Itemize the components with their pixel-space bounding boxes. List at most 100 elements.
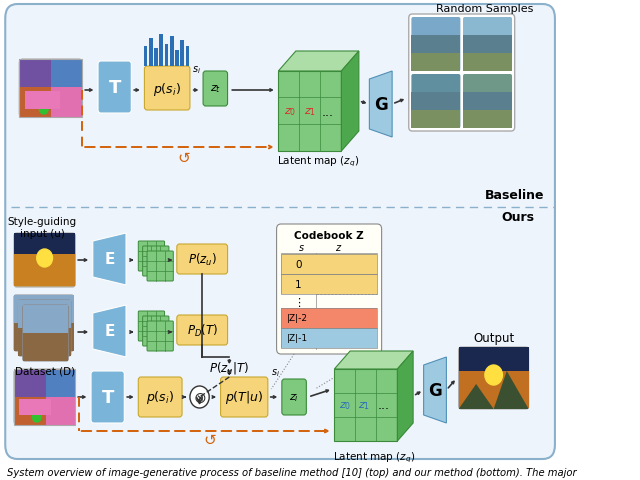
Text: $P(z_u|T)$: $P(z_u|T)$ xyxy=(209,359,250,375)
FancyBboxPatch shape xyxy=(23,305,68,361)
Bar xyxy=(14,397,45,425)
Bar xyxy=(180,41,184,67)
Text: z: z xyxy=(335,242,340,252)
FancyBboxPatch shape xyxy=(412,75,460,129)
Text: ↺: ↺ xyxy=(204,432,216,446)
Bar xyxy=(154,49,158,67)
Text: ...: ... xyxy=(321,105,333,118)
Bar xyxy=(23,333,68,361)
Polygon shape xyxy=(93,233,126,286)
Text: $p(s_i)$: $p(s_i)$ xyxy=(146,389,174,406)
Bar xyxy=(19,88,51,118)
Text: $z_1$: $z_1$ xyxy=(304,106,316,118)
FancyBboxPatch shape xyxy=(138,377,182,417)
Bar xyxy=(281,275,377,294)
FancyBboxPatch shape xyxy=(177,244,228,275)
Text: $P_D(T)$: $P_D(T)$ xyxy=(187,322,218,338)
FancyBboxPatch shape xyxy=(98,62,131,114)
Text: s: s xyxy=(298,242,303,252)
Polygon shape xyxy=(93,305,126,357)
Bar xyxy=(459,371,529,408)
Bar xyxy=(14,254,76,287)
Circle shape xyxy=(40,105,48,115)
Text: T: T xyxy=(108,79,121,97)
Bar xyxy=(463,36,512,54)
FancyBboxPatch shape xyxy=(221,377,268,417)
Bar xyxy=(45,369,76,397)
Bar xyxy=(281,308,377,328)
Text: 1: 1 xyxy=(295,279,302,289)
Bar xyxy=(170,37,173,67)
Bar xyxy=(19,60,51,88)
Bar xyxy=(281,328,377,348)
Text: |Z|-1: |Z|-1 xyxy=(287,334,308,343)
Text: Dataset (D): Dataset (D) xyxy=(15,366,76,376)
FancyBboxPatch shape xyxy=(14,233,76,288)
Polygon shape xyxy=(278,52,359,72)
Bar xyxy=(19,300,71,328)
Bar xyxy=(281,254,377,275)
Polygon shape xyxy=(459,371,529,409)
FancyBboxPatch shape xyxy=(145,67,190,111)
FancyBboxPatch shape xyxy=(5,5,555,459)
Text: $z_0$: $z_0$ xyxy=(339,399,351,411)
FancyBboxPatch shape xyxy=(19,60,83,118)
FancyBboxPatch shape xyxy=(409,15,515,132)
Text: System overview of image-generative process of baseline method [10] (top) and ou: System overview of image-generative proc… xyxy=(7,467,577,477)
Bar xyxy=(14,369,45,397)
Text: ↺: ↺ xyxy=(177,150,190,165)
Polygon shape xyxy=(397,351,413,441)
Bar xyxy=(14,295,74,324)
Text: $P(z_u)$: $P(z_u)$ xyxy=(188,252,217,267)
FancyBboxPatch shape xyxy=(14,295,74,351)
Text: Latent map ($z_q$): Latent map ($z_q$) xyxy=(277,155,360,169)
FancyBboxPatch shape xyxy=(143,316,169,346)
Text: ...: ... xyxy=(378,399,389,412)
FancyBboxPatch shape xyxy=(463,75,512,129)
FancyBboxPatch shape xyxy=(463,18,512,72)
Bar xyxy=(281,275,377,294)
FancyBboxPatch shape xyxy=(276,225,381,354)
Text: Style-guiding
input (u): Style-guiding input (u) xyxy=(8,217,77,238)
Text: Baseline: Baseline xyxy=(485,189,545,202)
Text: $s_i$: $s_i$ xyxy=(193,64,202,76)
FancyBboxPatch shape xyxy=(203,72,228,107)
Text: G: G xyxy=(374,96,388,114)
FancyBboxPatch shape xyxy=(177,315,228,345)
Bar xyxy=(51,88,83,118)
Bar xyxy=(412,93,460,111)
Bar xyxy=(23,305,68,333)
Text: Codebook Z: Codebook Z xyxy=(294,230,364,240)
Bar xyxy=(281,308,377,328)
Bar xyxy=(463,93,512,111)
Circle shape xyxy=(33,412,41,422)
Bar xyxy=(186,47,189,67)
FancyBboxPatch shape xyxy=(91,371,124,423)
Bar xyxy=(459,347,529,371)
FancyBboxPatch shape xyxy=(143,247,169,276)
Bar xyxy=(148,39,153,67)
Text: $\otimes$: $\otimes$ xyxy=(193,390,206,405)
Bar xyxy=(51,60,83,88)
Text: E: E xyxy=(104,324,115,339)
Bar xyxy=(281,328,377,348)
Bar xyxy=(14,233,76,265)
Circle shape xyxy=(36,250,52,267)
Bar xyxy=(412,111,460,129)
Text: Random Samples: Random Samples xyxy=(436,4,534,14)
Text: $p(s_i)$: $p(s_i)$ xyxy=(153,80,181,97)
FancyBboxPatch shape xyxy=(412,18,460,72)
Bar xyxy=(14,369,76,425)
FancyBboxPatch shape xyxy=(14,369,76,425)
Bar xyxy=(412,54,460,72)
Bar xyxy=(412,36,460,54)
Text: |Z|-2: |Z|-2 xyxy=(287,314,308,323)
Bar xyxy=(281,254,377,275)
Text: $z_1$: $z_1$ xyxy=(358,399,370,411)
Text: ⋮: ⋮ xyxy=(293,298,304,307)
FancyBboxPatch shape xyxy=(459,347,529,409)
Circle shape xyxy=(485,365,502,385)
FancyBboxPatch shape xyxy=(147,252,173,281)
Bar xyxy=(159,35,163,67)
Bar xyxy=(14,324,74,351)
